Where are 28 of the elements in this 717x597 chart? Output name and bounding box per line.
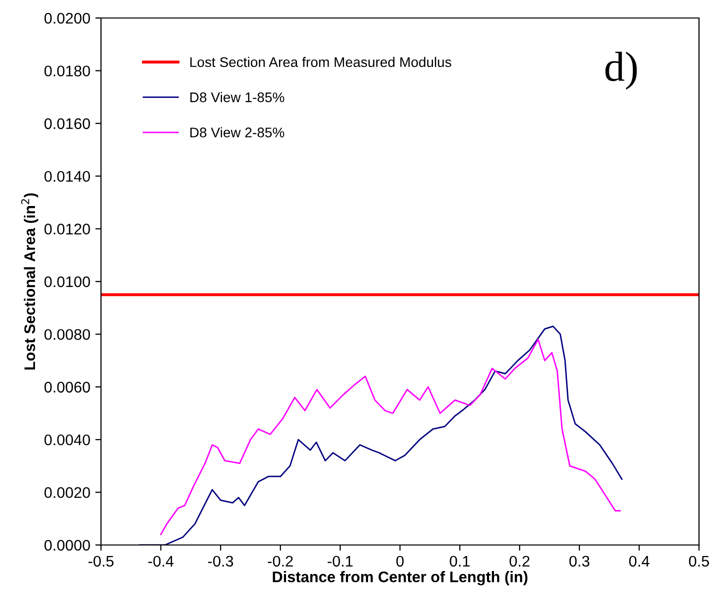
x-axis-title: Distance from Center of Length (in) [272,571,528,586]
legend-label: D8 View 1-85% [190,92,284,102]
y-tick-label: 0.0200 [44,12,90,24]
x-tick-label: -0.4 [148,556,174,567]
y-tick-label: 0.0180 [44,66,90,76]
y-tick-label: 0.0120 [44,224,90,234]
x-tick-label: -0.3 [208,556,234,567]
y-tick-label: 0.0040 [44,434,90,446]
x-tick-label: 0.1 [450,556,470,567]
x-tick-label: 0.4 [629,556,650,567]
x-tick-label: -0.5 [88,556,114,567]
y-tick-label: 0.0060 [44,382,90,393]
x-tick-label: -0.1 [328,556,353,567]
y-tick-label: 0.0020 [44,487,90,498]
y-tick-label: 0.0100 [44,276,90,288]
x-tick-label: 0.3 [569,556,590,567]
x-tick-label: 0.2 [510,556,530,567]
y-axis-title: Lost Sectional Area (in$^{2}$) [21,193,38,370]
y-tick-label: 0.0140 [44,170,90,182]
x-tick-label: 0 [396,556,404,567]
legend-label: Lost Section Area from Measured Modulus [190,56,452,68]
y-tick-label: 0.0000 [44,540,90,551]
x-tick-label: 0.5 [688,556,709,567]
y-tick-label: 0.0160 [44,118,90,130]
legend-label: D8 View 2-85% [190,127,284,138]
x-tick-label: -0.2 [268,556,293,567]
annotation: d) [605,52,637,90]
y-tick-label: 0.0080 [44,329,90,340]
